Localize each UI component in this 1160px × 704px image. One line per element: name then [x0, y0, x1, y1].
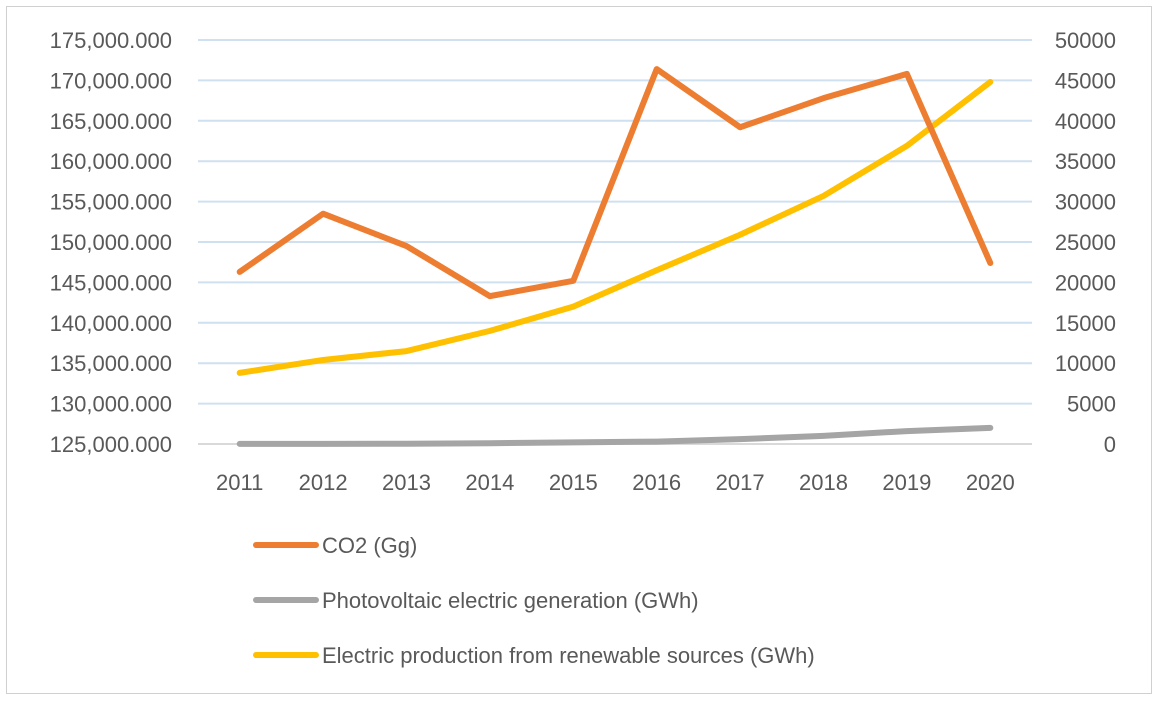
x-tick-label: 2011: [216, 470, 263, 495]
right-tick-label: 25000: [1055, 230, 1116, 255]
left-tick-label: 165,000.000: [50, 109, 172, 134]
x-tick-label: 2012: [299, 470, 348, 495]
left-tick-label: 145,000.000: [50, 270, 172, 295]
legend-label: CO2 (Gg): [322, 533, 417, 558]
right-tick-label: 35000: [1055, 149, 1116, 174]
legend-label: Electric production from renewable sourc…: [322, 643, 815, 668]
left-tick-label: 160,000.000: [50, 149, 172, 174]
legend: CO2 (Gg) Photovoltaic electric generation…: [253, 533, 815, 668]
gridlines: [198, 39, 1032, 445]
left-tick-label: 170,000.000: [50, 68, 172, 93]
right-tick-label: 0: [1104, 432, 1116, 457]
left-axis-ticks: 125,000.000 130,000.000 135,000.000 140,000…: [50, 28, 172, 457]
right-tick-label: 50000: [1055, 28, 1116, 53]
right-tick-label: 40000: [1055, 109, 1116, 134]
right-tick-label: 20000: [1055, 270, 1116, 295]
x-tick-label: 2018: [799, 470, 848, 495]
right-tick-label: 30000: [1055, 190, 1116, 215]
series-lines: [236, 66, 994, 447]
x-tick-label: 2016: [632, 470, 681, 495]
right-axis-ticks: 0 5000 10000 15000 20000 25000 30000 35000 40000…: [1055, 28, 1116, 457]
left-tick-label: 150,000.000: [50, 230, 172, 255]
x-tick-label: 2015: [549, 470, 598, 495]
x-tick-label: 2017: [716, 470, 765, 495]
left-tick-label: 155,000.000: [50, 190, 172, 215]
series-line-0: [236, 66, 994, 300]
series-line-2: [236, 79, 994, 376]
left-tick-label: 140,000.000: [50, 311, 172, 336]
left-tick-label: 130,000.000: [50, 392, 172, 417]
right-tick-label: 15000: [1055, 311, 1116, 336]
x-tick-label: 2019: [882, 470, 931, 495]
right-tick-label: 45000: [1055, 68, 1116, 93]
right-tick-label: 10000: [1055, 351, 1116, 376]
x-tick-label: 2013: [382, 470, 431, 495]
left-tick-label: 135,000.000: [50, 351, 172, 376]
x-tick-label: 2020: [966, 470, 1015, 495]
right-tick-label: 5000: [1067, 392, 1116, 417]
legend-label: Photovoltaic electric generation (GWh): [322, 588, 699, 613]
chart-frame: [6, 6, 1152, 694]
left-tick-label: 175,000.000: [50, 28, 172, 53]
x-axis-ticks: 2011 2012 2013 2014 2015 2016 2017 2018 2019 2020: [216, 470, 1015, 495]
x-tick-label: 2014: [465, 470, 514, 495]
left-tick-label: 125,000.000: [50, 432, 172, 457]
series-line-1: [236, 424, 994, 447]
